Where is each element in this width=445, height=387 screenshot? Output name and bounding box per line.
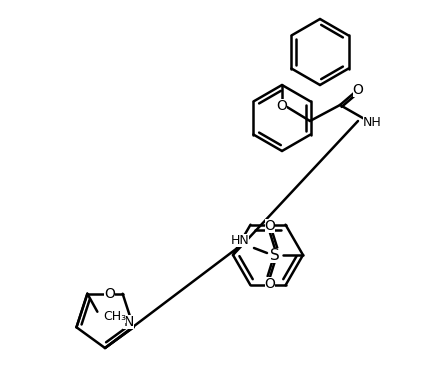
Text: O: O xyxy=(265,277,275,291)
Text: CH₃: CH₃ xyxy=(103,310,126,323)
Text: NH: NH xyxy=(363,115,381,128)
Text: O: O xyxy=(265,219,275,233)
Text: O: O xyxy=(352,83,364,97)
Text: S: S xyxy=(270,248,280,262)
Text: O: O xyxy=(104,287,115,301)
Text: N: N xyxy=(123,315,134,329)
Text: HN: HN xyxy=(231,233,249,247)
Text: O: O xyxy=(276,99,287,113)
